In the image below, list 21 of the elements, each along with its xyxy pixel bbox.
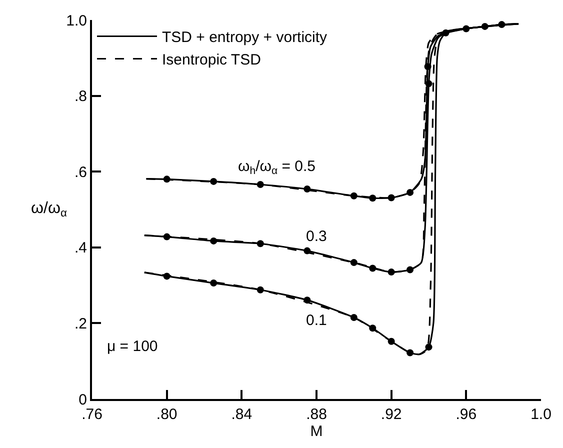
x-tick-label: .76 (82, 406, 102, 423)
x-axis-title: M (310, 423, 323, 440)
y-tick-label: .4 (74, 240, 87, 257)
annotation: μ = 100 (107, 338, 158, 355)
x-tick-label: 1.0 (530, 406, 552, 423)
y-tick-label: .6 (74, 164, 87, 181)
x-tick-label: .88 (306, 406, 327, 423)
annotation: 0.1 (306, 312, 327, 329)
annotation: ω$_{h}$/ω$_{α}$ = 0.5 (238, 158, 316, 178)
x-tick-label: .92 (380, 406, 402, 423)
legend-label: Isentropic TSD (162, 52, 262, 69)
x-tick-label: .96 (456, 406, 477, 423)
x-tick-label: .80 (156, 406, 178, 423)
y-tick-label: 0 (78, 391, 87, 408)
annotation: 0.3 (306, 228, 327, 245)
y-tick-label: 1.0 (66, 12, 87, 30)
x-tick-label: .84 (231, 406, 252, 423)
y-axis-title: ω/ω$_{α}$ (31, 200, 68, 220)
y-tick-label: .2 (74, 315, 87, 332)
y-tick-label: .8 (74, 88, 87, 106)
legend-label: TSD + entropy + vorticity (162, 29, 328, 46)
